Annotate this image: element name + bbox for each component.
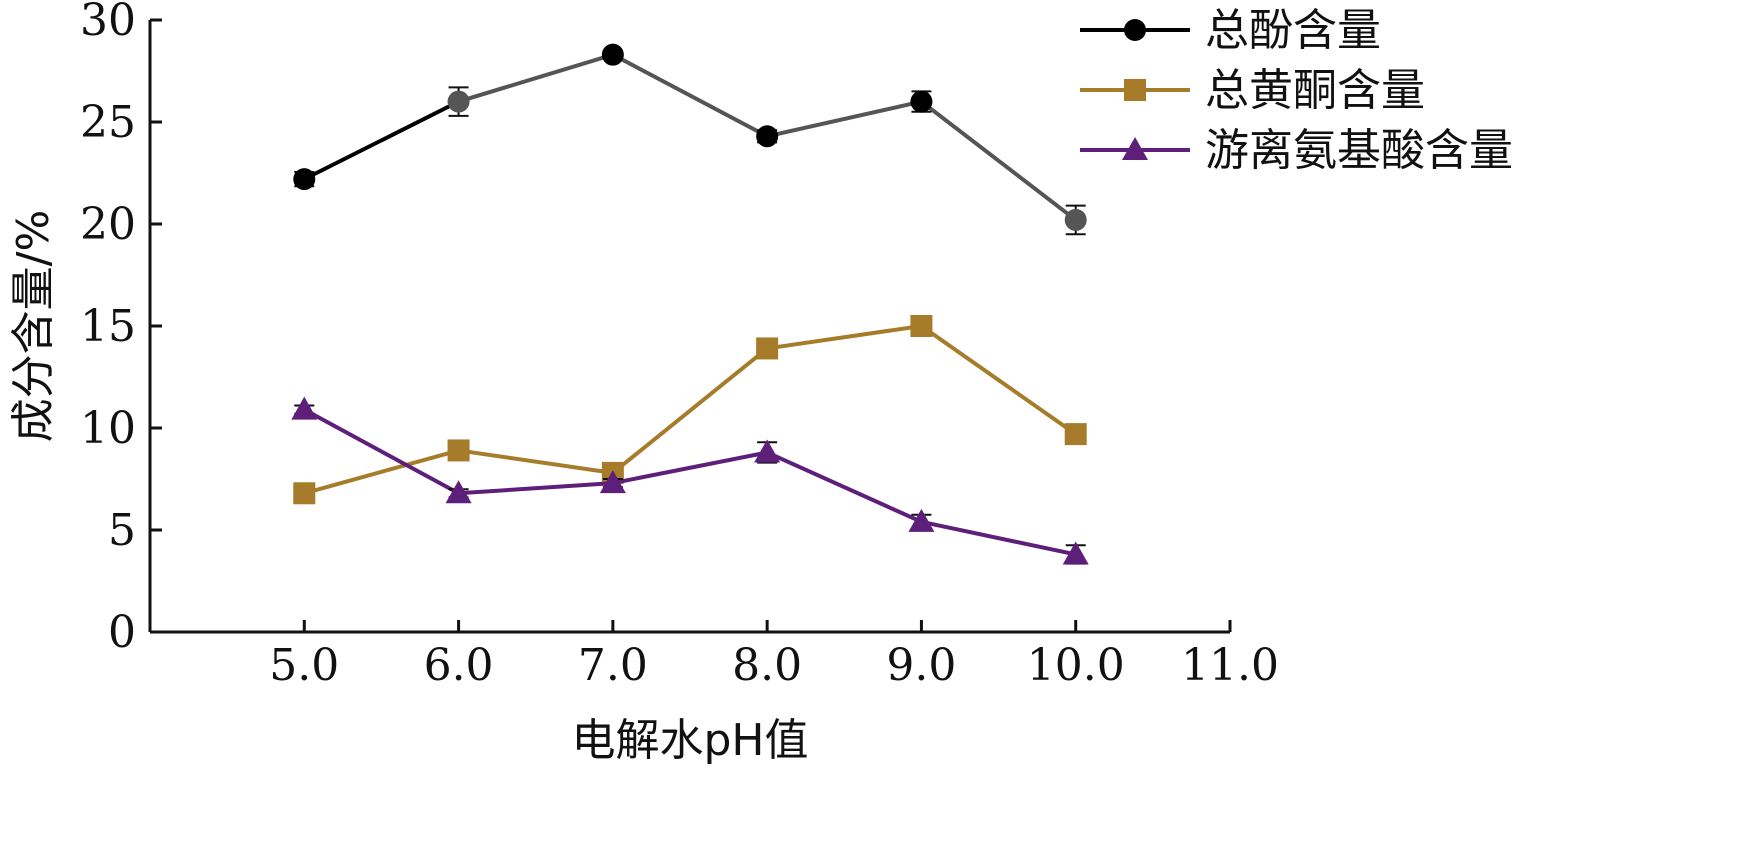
data-point bbox=[445, 480, 472, 504]
data-point bbox=[756, 125, 779, 148]
series-line-segment bbox=[303, 407, 460, 496]
data-point bbox=[908, 508, 935, 532]
data-point bbox=[910, 315, 933, 337]
x-tick-label: 6.0 bbox=[424, 640, 494, 691]
y-ticks: 0 5 10 15 20 25 30 bbox=[80, 0, 162, 658]
series-line-segment bbox=[920, 324, 1077, 436]
data-point bbox=[910, 90, 933, 113]
series-line-segment bbox=[303, 448, 460, 496]
legend-item: 总黄酮含量 bbox=[1080, 65, 1425, 116]
data-point bbox=[601, 43, 624, 66]
x-tick-label: 7.0 bbox=[578, 640, 648, 691]
series-line-segment bbox=[612, 450, 768, 486]
x-tick-label: 5.0 bbox=[269, 640, 339, 691]
legend-label: 总酚含量 bbox=[1205, 5, 1381, 56]
series-layer bbox=[291, 43, 1089, 565]
data-point bbox=[447, 90, 470, 113]
y-tick-label: 30 bbox=[80, 0, 136, 46]
legend-item: 游离氨基酸含量 bbox=[1080, 125, 1513, 176]
axes: 0 5 10 15 20 25 30 5.0 6.0 7.0 8.0 9.0 10.0 11.0 bbox=[80, 0, 1279, 691]
series-line-segment bbox=[921, 519, 1077, 557]
data-point bbox=[293, 482, 316, 505]
legend-label: 游离氨基酸含量 bbox=[1205, 125, 1513, 176]
series-line-segment bbox=[458, 448, 614, 475]
y-tick-label: 5 bbox=[108, 505, 136, 556]
y-tick-label: 10 bbox=[80, 403, 136, 454]
data-point bbox=[293, 168, 316, 191]
y-tick-label: 0 bbox=[108, 607, 136, 658]
legend-marker bbox=[1124, 79, 1146, 101]
legend-marker bbox=[1122, 137, 1148, 160]
data-point bbox=[291, 396, 318, 420]
series-line-segment bbox=[766, 450, 923, 524]
x-ticks: 5.0 6.0 7.0 8.0 9.0 10.0 11.0 bbox=[269, 620, 1279, 691]
data-point bbox=[1064, 423, 1087, 446]
y-tick-label: 20 bbox=[80, 199, 136, 250]
series-line-segment bbox=[611, 346, 769, 475]
x-tick-label: 8.0 bbox=[732, 640, 802, 691]
y-tick-label: 25 bbox=[80, 97, 136, 148]
x-tick-label: 11.0 bbox=[1181, 640, 1279, 691]
series-line-segment bbox=[458, 481, 613, 496]
legend-label: 总黄酮含量 bbox=[1205, 65, 1425, 116]
legend-item: 总酚含量 bbox=[1080, 5, 1381, 56]
data-point bbox=[447, 439, 470, 462]
series-3 bbox=[291, 396, 1089, 565]
series-line-segment bbox=[611, 52, 769, 139]
x-axis-label: 电解水pH值 bbox=[571, 715, 808, 766]
series-2 bbox=[293, 315, 1087, 505]
y-axis-label: 成分含量/% bbox=[8, 210, 59, 443]
series-line-segment bbox=[303, 99, 460, 181]
series-line-segment bbox=[457, 52, 614, 104]
series-line-segment bbox=[766, 324, 922, 351]
data-point bbox=[1062, 541, 1089, 565]
series-line-segment bbox=[920, 100, 1077, 222]
x-tick-label: 9.0 bbox=[886, 640, 956, 691]
data-point bbox=[1064, 208, 1087, 231]
legend-marker bbox=[1124, 19, 1146, 41]
series-line-segment bbox=[766, 99, 922, 139]
data-point bbox=[599, 470, 626, 494]
series-1 bbox=[293, 43, 1087, 236]
data-point bbox=[754, 439, 781, 463]
y-tick-label: 15 bbox=[80, 301, 136, 352]
x-tick-label: 10.0 bbox=[1027, 640, 1125, 691]
data-point bbox=[756, 337, 779, 360]
